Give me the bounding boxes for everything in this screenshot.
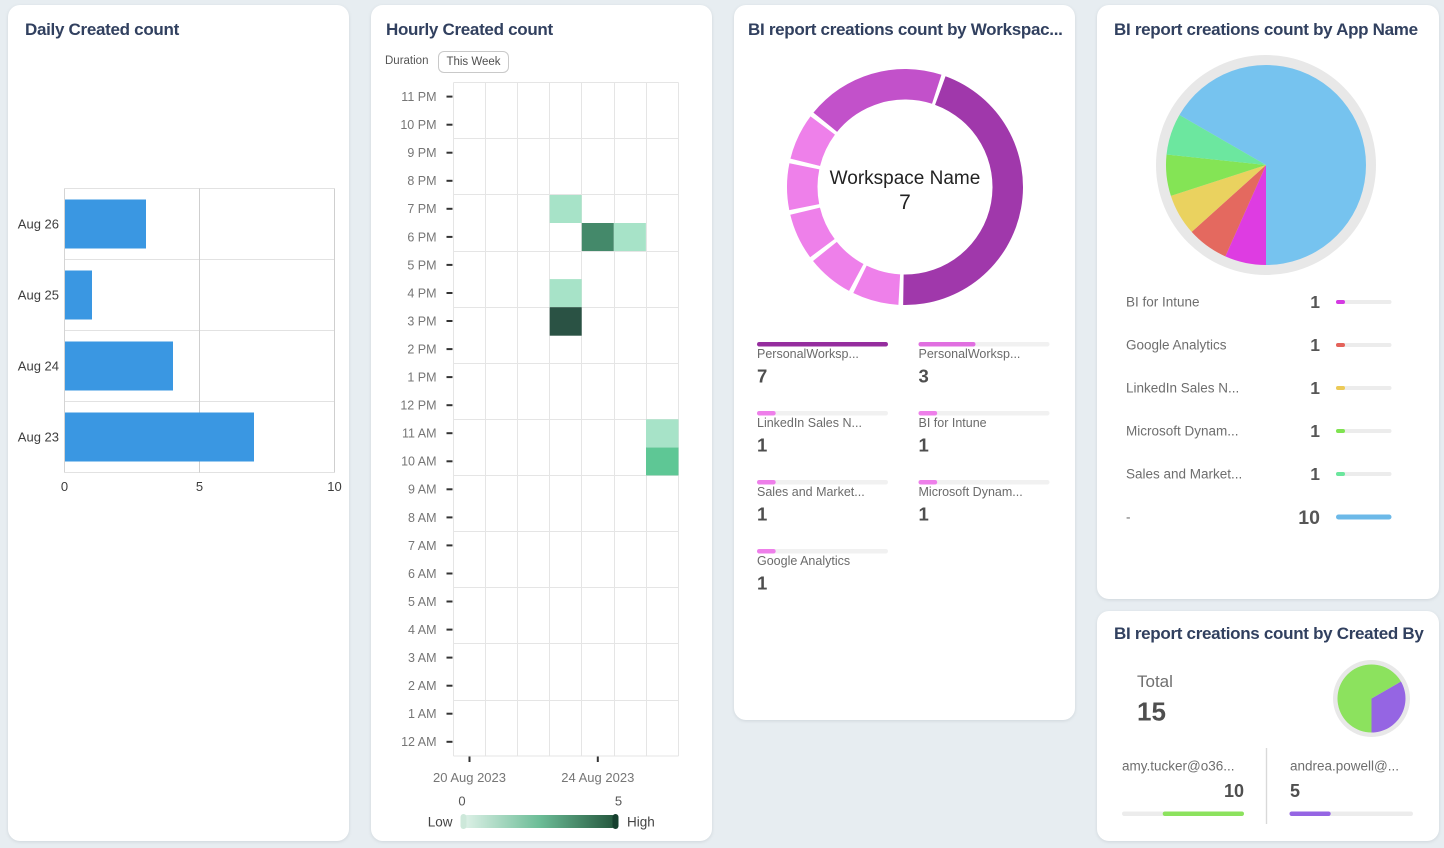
svg-text:5: 5 [196, 479, 203, 494]
svg-text:PersonalWorksp...: PersonalWorksp... [757, 347, 859, 361]
svg-text:1 PM: 1 PM [407, 371, 436, 385]
svg-text:20 Aug 2023: 20 Aug 2023 [433, 770, 506, 785]
svg-text:Aug 26: Aug 26 [18, 217, 59, 232]
svg-text:1: 1 [757, 435, 767, 456]
svg-text:Google Analytics: Google Analytics [1126, 338, 1227, 353]
svg-text:0: 0 [61, 479, 68, 494]
svg-text:Low: Low [428, 815, 453, 830]
svg-text:LinkedIn Sales N...: LinkedIn Sales N... [1126, 381, 1239, 396]
svg-text:1: 1 [919, 504, 929, 525]
svg-text:High: High [627, 815, 655, 830]
svg-text:10 PM: 10 PM [400, 118, 436, 132]
svg-text:Aug 23: Aug 23 [18, 430, 59, 445]
svg-text:Workspace Name: Workspace Name [830, 168, 981, 189]
svg-text:10 AM: 10 AM [401, 455, 436, 469]
svg-text:7 PM: 7 PM [407, 202, 436, 216]
svg-text:1 AM: 1 AM [408, 707, 437, 721]
svg-text:15: 15 [1137, 697, 1166, 727]
svg-text:Microsoft Dynam...: Microsoft Dynam... [1126, 424, 1239, 439]
svg-text:4 PM: 4 PM [407, 286, 436, 300]
svg-text:Aug 25: Aug 25 [18, 288, 59, 303]
svg-text:2 AM: 2 AM [408, 679, 437, 693]
svg-text:BI for Intune: BI for Intune [919, 416, 987, 430]
svg-text:1: 1 [757, 504, 767, 525]
svg-text:1: 1 [1310, 421, 1320, 441]
svg-text:LinkedIn Sales N...: LinkedIn Sales N... [757, 416, 862, 430]
svg-text:24 Aug 2023: 24 Aug 2023 [561, 770, 634, 785]
svg-text:Aug 24: Aug 24 [18, 359, 59, 374]
svg-text:amy.tucker@o36...: amy.tucker@o36... [1122, 759, 1235, 774]
svg-text:5 PM: 5 PM [407, 258, 436, 272]
svg-text:-: - [1126, 510, 1131, 525]
svg-text:3 AM: 3 AM [408, 651, 437, 665]
svg-text:7: 7 [757, 366, 767, 387]
svg-text:3: 3 [919, 366, 929, 387]
svg-text:9 AM: 9 AM [408, 483, 437, 497]
svg-text:1: 1 [1310, 464, 1320, 484]
svg-text:5: 5 [1290, 781, 1300, 801]
svg-text:1: 1 [1310, 292, 1320, 312]
svg-text:PersonalWorksp...: PersonalWorksp... [919, 347, 1021, 361]
svg-text:andrea.powell@...: andrea.powell@... [1290, 759, 1399, 774]
svg-text:10: 10 [1224, 781, 1244, 801]
svg-text:4 AM: 4 AM [408, 623, 437, 637]
svg-text:6 PM: 6 PM [407, 230, 436, 244]
svg-text:5: 5 [615, 794, 622, 809]
svg-text:2 PM: 2 PM [407, 343, 436, 357]
svg-text:0: 0 [458, 794, 465, 809]
svg-text:9 PM: 9 PM [407, 146, 436, 160]
svg-text:7 AM: 7 AM [408, 539, 437, 553]
svg-text:1: 1 [1310, 335, 1320, 355]
svg-text:Total: Total [1137, 672, 1173, 691]
svg-text:1: 1 [1310, 378, 1320, 398]
svg-text:10: 10 [327, 479, 341, 494]
svg-text:11 AM: 11 AM [402, 427, 437, 441]
svg-text:1: 1 [757, 573, 767, 594]
svg-text:10: 10 [1298, 507, 1320, 529]
svg-text:BI for Intune: BI for Intune [1126, 295, 1200, 310]
svg-text:6 AM: 6 AM [408, 567, 437, 581]
svg-text:Sales and Market...: Sales and Market... [1126, 467, 1242, 482]
svg-text:Microsoft Dynam...: Microsoft Dynam... [919, 485, 1023, 499]
svg-text:3 PM: 3 PM [407, 314, 436, 328]
svg-text:5 AM: 5 AM [408, 595, 437, 609]
svg-text:7: 7 [899, 191, 911, 214]
svg-text:Sales and Market...: Sales and Market... [757, 485, 865, 499]
svg-text:8 PM: 8 PM [407, 174, 436, 188]
svg-text:Google Analytics: Google Analytics [757, 554, 850, 568]
svg-text:11 PM: 11 PM [401, 90, 436, 104]
svg-text:1: 1 [919, 435, 929, 456]
svg-text:8 AM: 8 AM [408, 511, 437, 525]
svg-text:12 PM: 12 PM [400, 399, 436, 413]
svg-text:12 AM: 12 AM [401, 735, 436, 749]
